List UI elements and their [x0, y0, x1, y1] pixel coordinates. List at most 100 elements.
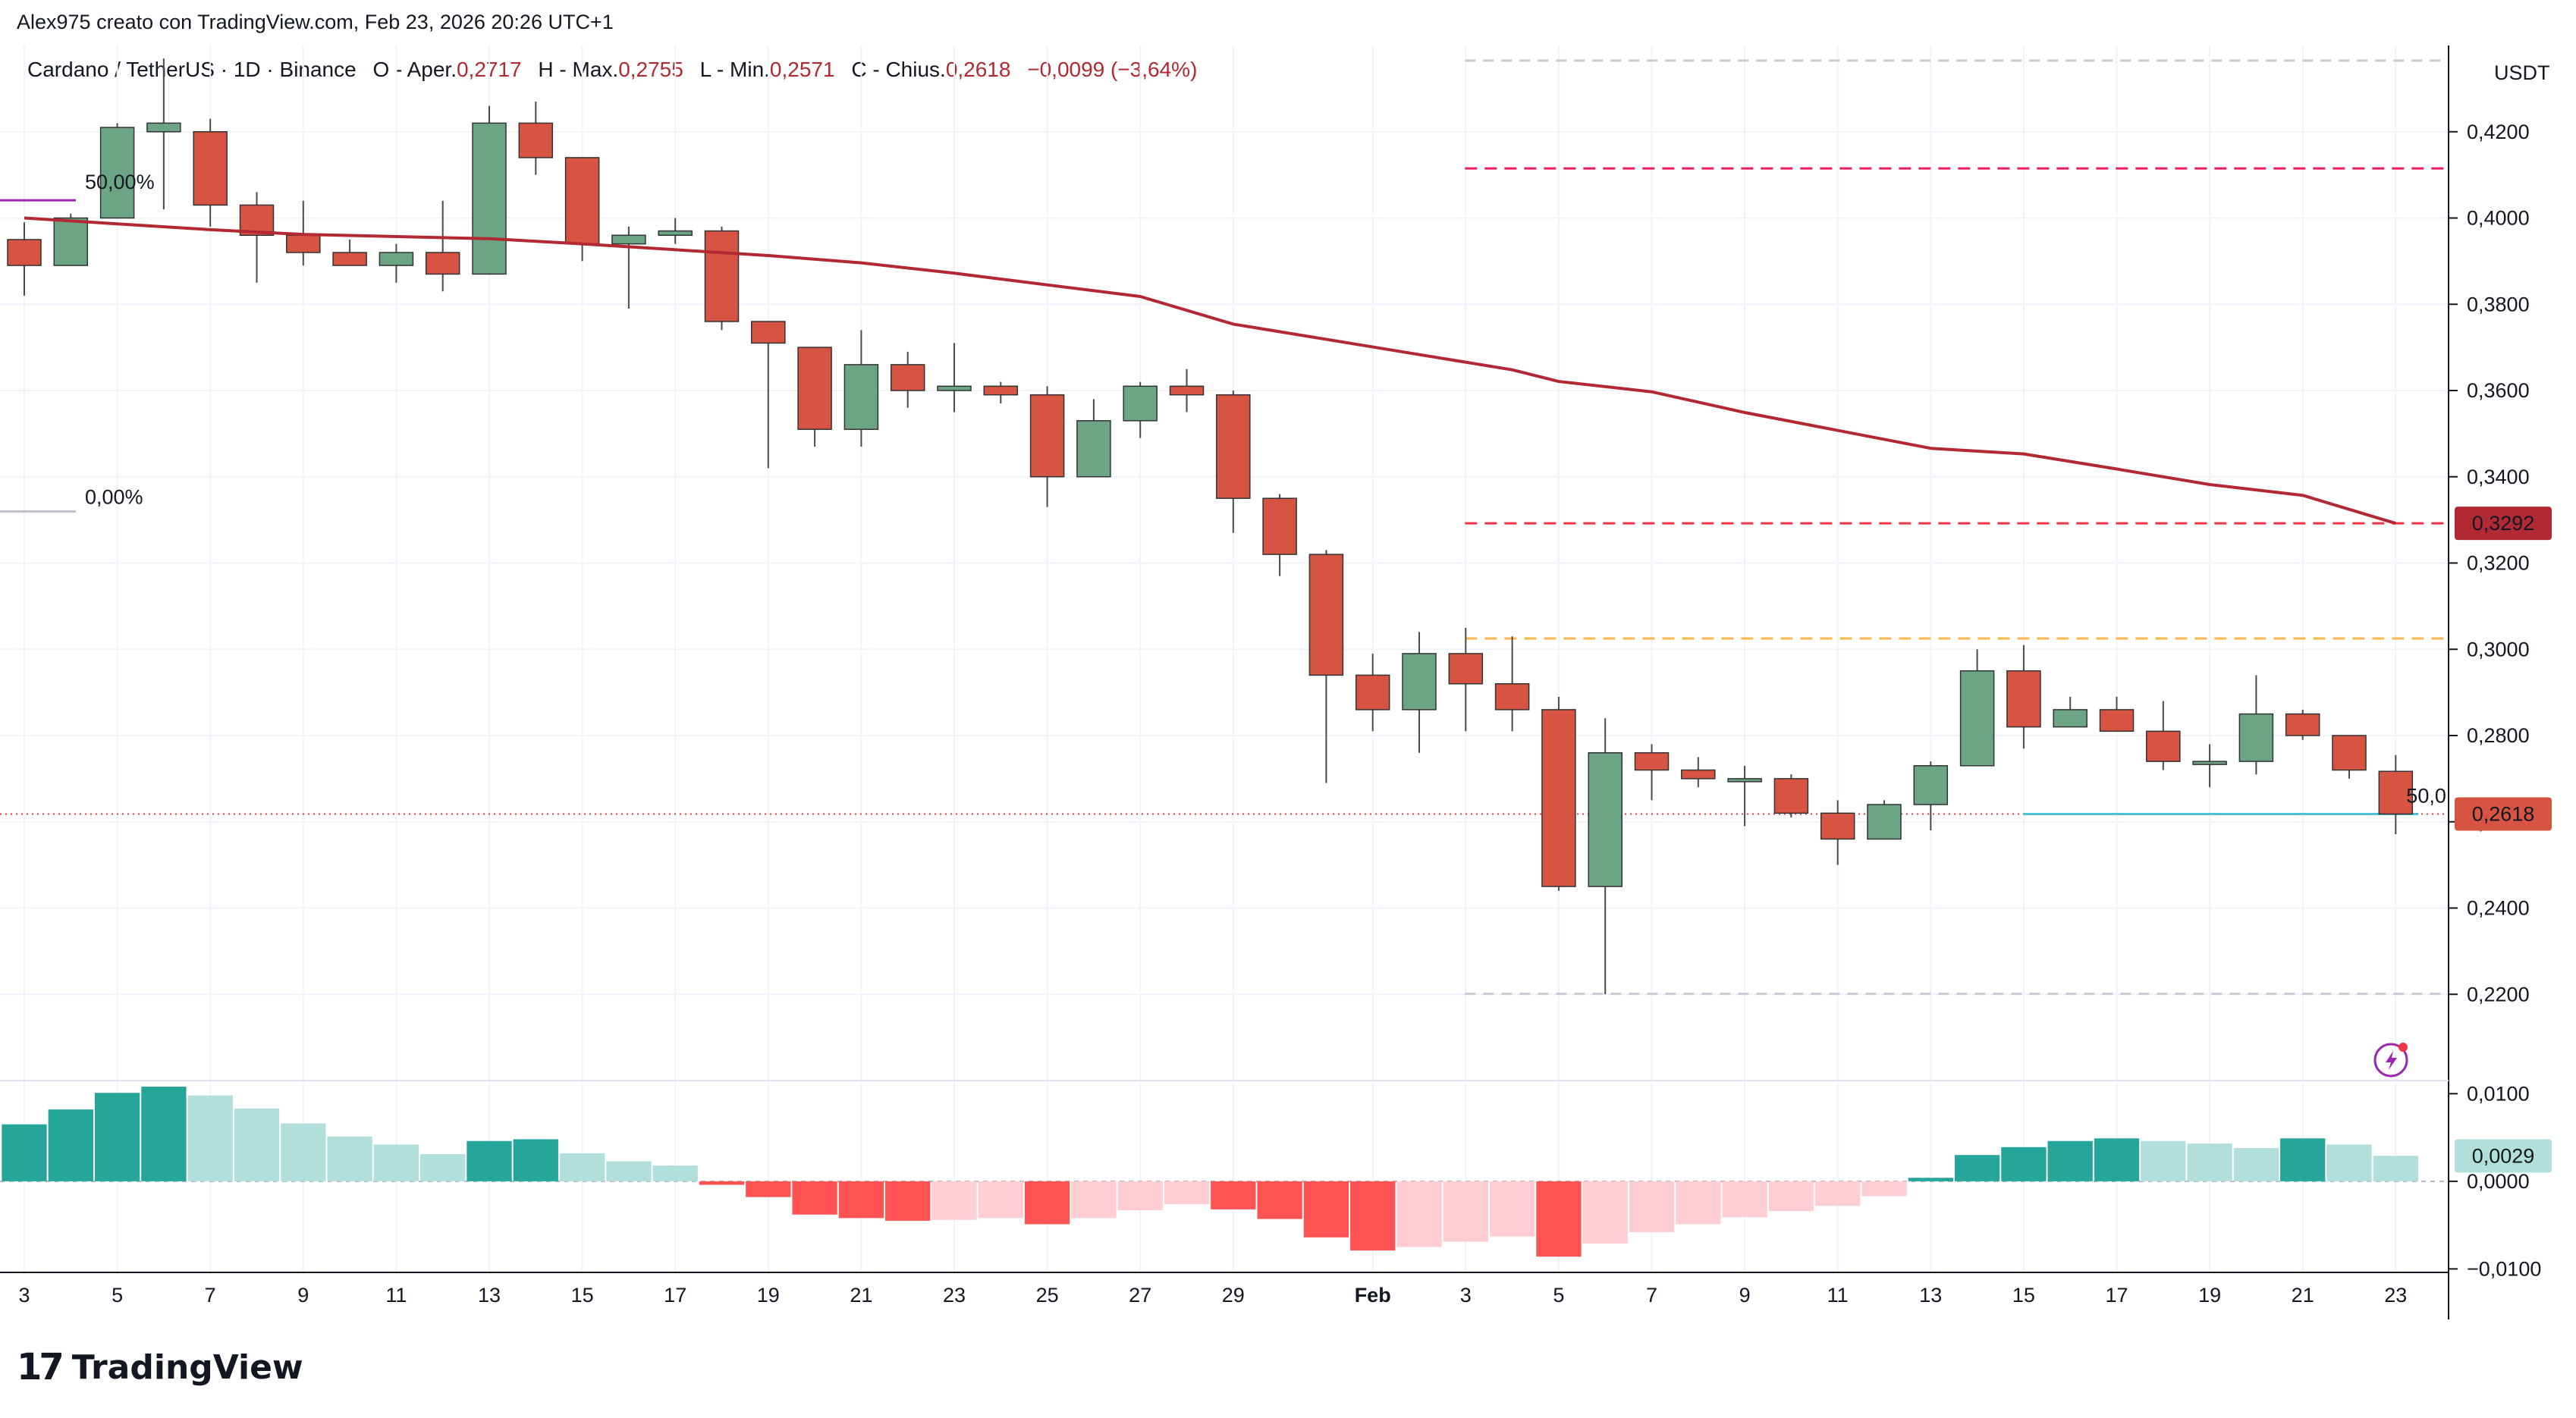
candle-body[interactable]: [1727, 778, 1762, 783]
candle-body[interactable]: [7, 239, 42, 266]
time-tick-label: 3: [1460, 1284, 1472, 1307]
time-tick-label: 21: [2292, 1284, 2314, 1307]
symbol-label[interactable]: Cardano / TetherUS · 1D · Binance: [27, 58, 357, 81]
candle-body[interactable]: [704, 230, 740, 322]
high-label: H - Max.: [538, 58, 619, 81]
histogram-bar: [699, 1181, 745, 1185]
candle-body[interactable]: [1262, 497, 1297, 555]
candle-body[interactable]: [99, 127, 135, 219]
alert-icon[interactable]: [2373, 1043, 2408, 1078]
histogram-bar: [1350, 1181, 1396, 1251]
time-tick-label: 3: [18, 1284, 30, 1307]
candle-body[interactable]: [1076, 420, 1111, 478]
candle-body[interactable]: [1541, 709, 1576, 887]
candle-body[interactable]: [1169, 385, 1205, 396]
time-tick-label: 15: [2012, 1284, 2035, 1307]
candle-body[interactable]: [751, 321, 786, 344]
candle-body[interactable]: [843, 364, 879, 430]
candle-body[interactable]: [1448, 653, 1484, 685]
candle-body[interactable]: [1355, 674, 1390, 711]
candle-body[interactable]: [1588, 752, 1623, 887]
candle-body[interactable]: [1634, 752, 1670, 771]
time-tick-label: Feb: [1355, 1284, 1391, 1307]
candle-body[interactable]: [937, 385, 972, 391]
price-tick-label: 0,2200: [2467, 983, 2530, 1005]
candle-body[interactable]: [1216, 394, 1251, 499]
histogram-bar: [1861, 1181, 1907, 1197]
candle-body[interactable]: [797, 347, 832, 430]
candle-body[interactable]: [472, 122, 507, 275]
price-scale: 0,22000,24000,26000,28000,30000,32000,34…: [2449, 121, 2530, 1005]
time-tick-label: 15: [571, 1284, 594, 1307]
candle-body[interactable]: [286, 234, 321, 253]
histogram-bar: [978, 1181, 1023, 1219]
low-value: 0,2571: [769, 58, 835, 81]
fib-cyan-label: 50,0: [2406, 785, 2446, 808]
candle-body[interactable]: [332, 252, 367, 266]
axes: USDT: [0, 45, 2550, 1319]
histogram-bar: [1024, 1181, 1070, 1225]
candle-body[interactable]: [1773, 778, 1809, 814]
candle-body[interactable]: [1867, 804, 1902, 840]
candle-body[interactable]: [1029, 394, 1065, 478]
histogram-bar: [373, 1144, 419, 1181]
candle-body[interactable]: [1913, 765, 1949, 805]
candle-body[interactable]: [2192, 761, 2227, 765]
candle-body[interactable]: [983, 385, 1019, 396]
candle-body[interactable]: [564, 157, 600, 245]
candle-body[interactable]: [1820, 812, 1855, 840]
moving-average: [24, 216, 2396, 525]
candle-body[interactable]: [658, 230, 693, 236]
histogram-bar: [2141, 1140, 2186, 1181]
candle-body[interactable]: [2053, 709, 2088, 728]
time-tick-label: 11: [385, 1284, 407, 1307]
candle-body[interactable]: [2285, 713, 2320, 736]
candle-body[interactable]: [2332, 735, 2367, 771]
candle-body[interactable]: [890, 364, 925, 391]
price-tick-label: 0,2400: [2467, 897, 2530, 920]
candle-body[interactable]: [1959, 670, 1995, 767]
currency-label[interactable]: USDT: [2494, 61, 2550, 84]
candle-body[interactable]: [1402, 653, 1437, 711]
ma-price-label[interactable]: 0,3292: [2455, 507, 2552, 541]
close-label: C - Chius.: [851, 58, 946, 81]
annotations: 50,00% 0,00% 50,0: [0, 171, 2446, 808]
candle-body[interactable]: [2099, 709, 2135, 733]
candle-body[interactable]: [1308, 554, 1344, 676]
candle-body[interactable]: [518, 122, 554, 158]
candle-body[interactable]: [1494, 683, 1530, 711]
histogram-last-label[interactable]: 0,0029: [2455, 1139, 2552, 1173]
price-tick-label: 0,4000: [2467, 207, 2530, 230]
histogram-bar: [652, 1165, 698, 1181]
candle-body[interactable]: [2378, 770, 2414, 815]
histogram-bar: [234, 1108, 280, 1181]
time-tick-label: 27: [1129, 1284, 1151, 1307]
time-tick-label: 5: [1553, 1284, 1564, 1307]
candle-body[interactable]: [193, 131, 228, 206]
candle-body[interactable]: [2006, 670, 2041, 728]
histogram-bar: [1257, 1181, 1302, 1219]
candle-body[interactable]: [425, 252, 460, 275]
candle-body[interactable]: [2146, 730, 2181, 762]
candle-body[interactable]: [1681, 769, 1716, 780]
chart-grid: [0, 45, 2449, 1272]
candle-body[interactable]: [2238, 713, 2274, 762]
candle-body[interactable]: [611, 234, 646, 245]
histogram-bar: [1908, 1178, 1953, 1181]
histogram-bar: [2233, 1147, 2279, 1181]
candle-body[interactable]: [379, 252, 414, 266]
tradingview-logo: 17 TradingView: [17, 1346, 303, 1388]
candle-body[interactable]: [1123, 385, 1158, 422]
histogram-bar: [838, 1181, 884, 1219]
histogram-bar: [1071, 1181, 1117, 1219]
last-price-label[interactable]: 0,2618: [2455, 797, 2552, 831]
candle-body[interactable]: [53, 217, 89, 266]
histogram-bar: [2373, 1156, 2418, 1181]
price-tag-bg: [2455, 797, 2552, 831]
candle-body[interactable]: [146, 122, 181, 133]
histogram-bar: [1629, 1181, 1675, 1232]
histogram-bar: [2326, 1144, 2372, 1181]
time-tick-label: 9: [1739, 1284, 1751, 1307]
fib-level-label: 50,00%: [85, 171, 155, 193]
